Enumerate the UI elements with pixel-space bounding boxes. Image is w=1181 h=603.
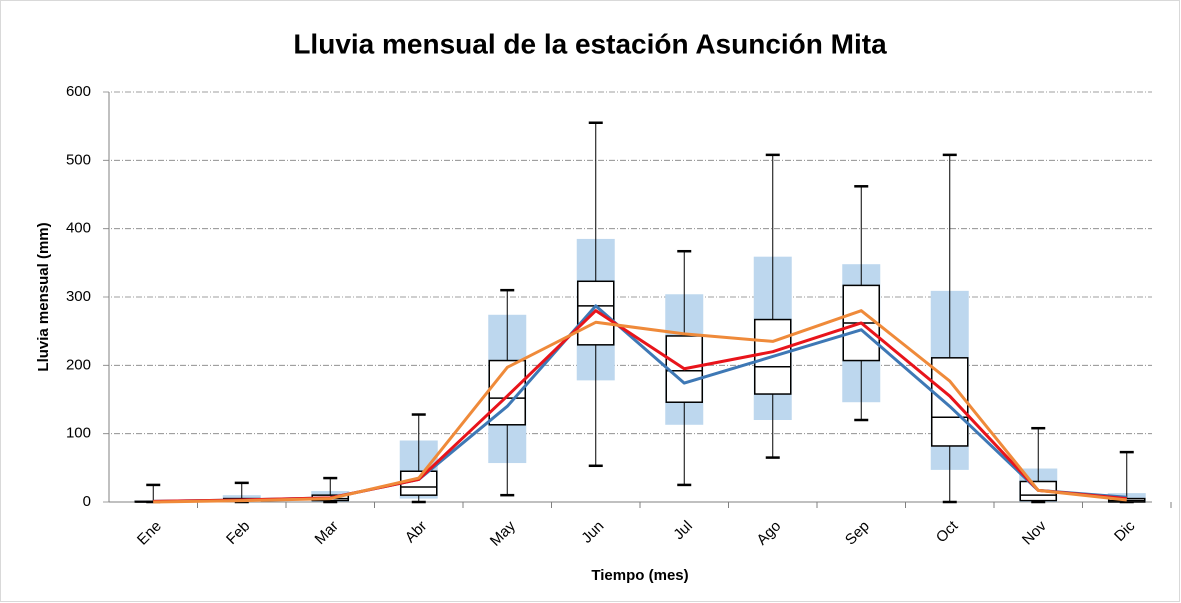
y-axis-label: Lluvia mensual (mm) xyxy=(35,222,52,371)
y-tick-label: 500 xyxy=(66,151,91,168)
box xyxy=(754,318,792,395)
y-tick-label: 400 xyxy=(66,220,91,237)
y-tick-label: 100 xyxy=(66,425,91,442)
line xyxy=(153,309,1127,504)
y-tick-label: 0 xyxy=(83,493,91,510)
y-tick-label: 300 xyxy=(66,288,91,305)
box xyxy=(577,280,615,346)
chart-title: Lluvia mensual de la estación Asunción M… xyxy=(293,28,887,59)
y-tick-label: 600 xyxy=(66,83,91,100)
y-tick-label: 200 xyxy=(66,356,91,373)
x-axis-label: Tiempo (mes) xyxy=(591,567,688,584)
